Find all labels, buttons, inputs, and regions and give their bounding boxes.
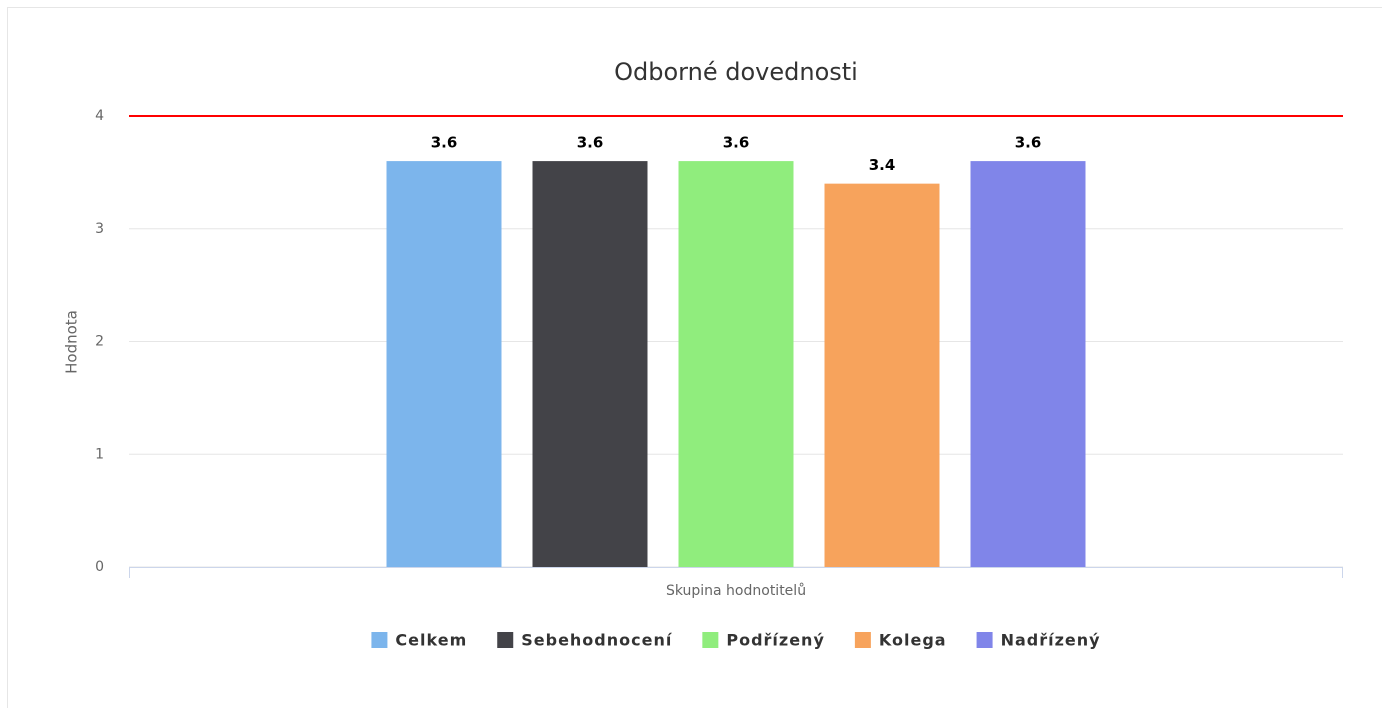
y-tick-label: 4 bbox=[95, 108, 104, 124]
y-tick-label: 2 bbox=[95, 334, 104, 350]
legend-swatch bbox=[976, 632, 993, 648]
data-label: 3.6 bbox=[1015, 134, 1042, 152]
bar bbox=[532, 161, 648, 567]
legend-label: Sebehodnocení bbox=[521, 631, 673, 650]
legend-swatch bbox=[702, 632, 719, 648]
chart-title: Odborné dovednosti bbox=[614, 58, 858, 86]
legend-label: Podřízený bbox=[726, 631, 825, 650]
y-tick-label: 0 bbox=[95, 559, 104, 575]
x-axis-title: Skupina hodnotitelů bbox=[666, 583, 806, 599]
data-label: 3.6 bbox=[723, 134, 750, 152]
legend-label: Nadřízený bbox=[1001, 631, 1101, 650]
legend-swatch bbox=[854, 632, 871, 648]
bar bbox=[678, 161, 794, 567]
y-axis-title: Hodnota bbox=[63, 310, 81, 374]
legend-swatch bbox=[371, 632, 388, 648]
y-tick-label: 3 bbox=[95, 221, 104, 237]
legend-label: Kolega bbox=[879, 631, 947, 650]
legend-swatch bbox=[497, 632, 514, 648]
chart-border bbox=[7, 7, 1382, 708]
bar bbox=[386, 161, 502, 567]
y-tick-label: 1 bbox=[95, 446, 104, 462]
bar bbox=[970, 161, 1086, 567]
legend-label: Celkem bbox=[395, 631, 467, 650]
bar bbox=[824, 183, 940, 567]
data-label: 3.6 bbox=[431, 134, 458, 152]
data-label: 3.6 bbox=[577, 134, 604, 152]
data-label: 3.4 bbox=[869, 156, 896, 174]
